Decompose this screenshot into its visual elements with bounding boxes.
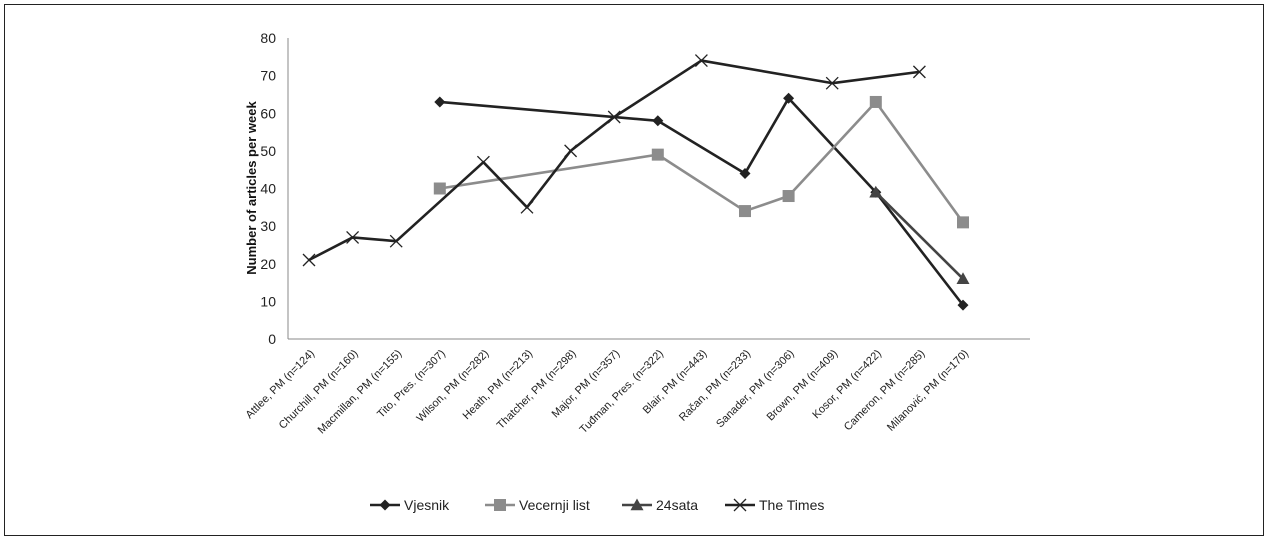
data-point-diamond [957, 299, 969, 311]
legend-label: The Times [759, 497, 824, 513]
data-point-x [607, 110, 621, 124]
data-point-x [733, 498, 747, 512]
data-point-x [564, 144, 578, 158]
x-tick-label: Thatcher, PM (n=298) [495, 348, 579, 432]
legend-item: Vjesnik [370, 497, 450, 513]
data-point-square [433, 182, 446, 195]
data-point-diamond [783, 92, 795, 104]
y-tick-label: 30 [260, 218, 276, 234]
data-point-diamond [739, 167, 751, 179]
data-point-square [651, 148, 664, 161]
y-tick-label: 20 [260, 256, 276, 272]
x-tick-label: Macmillan, PM (n=155) [316, 348, 405, 437]
x-tick-label: Churchill, PM (n=160) [277, 348, 361, 432]
legend-item: 24sata [622, 497, 698, 513]
x-tick-label: Cameron, PM (n=285) [842, 348, 928, 434]
legend-item: The Times [725, 497, 824, 513]
y-axis-label: Number of articles per week [244, 101, 259, 275]
series-line-24sata [874, 191, 964, 280]
x-tick-label: Sanader, PM (n=306) [714, 348, 797, 431]
data-point-x [912, 65, 926, 79]
y-tick-label: 60 [260, 105, 276, 121]
series-line-vecernji-list [439, 100, 965, 224]
y-tick-label: 70 [260, 68, 276, 84]
data-point-x [520, 200, 534, 214]
data-point-square [782, 190, 795, 203]
legend-item: Vecernji list [485, 497, 590, 513]
x-tick-label: Milanović, PM (n=170) [885, 348, 971, 434]
data-point-x [476, 155, 490, 169]
x-tick-label: Tuđman, Pres. (n=322) [578, 348, 666, 436]
data-point-diamond [652, 115, 664, 127]
chart-frame [4, 4, 1264, 536]
data-point-x [346, 230, 360, 244]
y-tick-label: 10 [260, 293, 276, 309]
legend-label: 24sata [656, 497, 698, 513]
y-tick-label: 0 [268, 331, 276, 347]
data-point-x [302, 253, 316, 267]
data-point-triangle [956, 272, 970, 284]
series-line-the-times [308, 59, 920, 262]
legend-label: Vjesnik [404, 497, 450, 513]
y-tick-label: 50 [260, 143, 276, 159]
data-point-diamond [379, 499, 391, 511]
data-point-square [869, 95, 882, 108]
data-point-x [389, 234, 403, 248]
data-point-triangle [630, 498, 644, 511]
series-line-vjesnik [439, 96, 965, 306]
y-tick-label: 80 [260, 30, 276, 46]
legend-label: Vecernji list [519, 497, 590, 513]
x-tick-label: Wilson, PM (n=282) [415, 348, 492, 425]
data-point-square [494, 499, 506, 511]
data-point-x [825, 76, 839, 90]
data-point-triangle [869, 185, 883, 198]
data-point-square [739, 205, 751, 218]
data-point-x [694, 54, 708, 68]
data-point-diamond [434, 96, 446, 108]
data-point-square [957, 216, 969, 229]
y-tick-label: 40 [260, 181, 276, 197]
